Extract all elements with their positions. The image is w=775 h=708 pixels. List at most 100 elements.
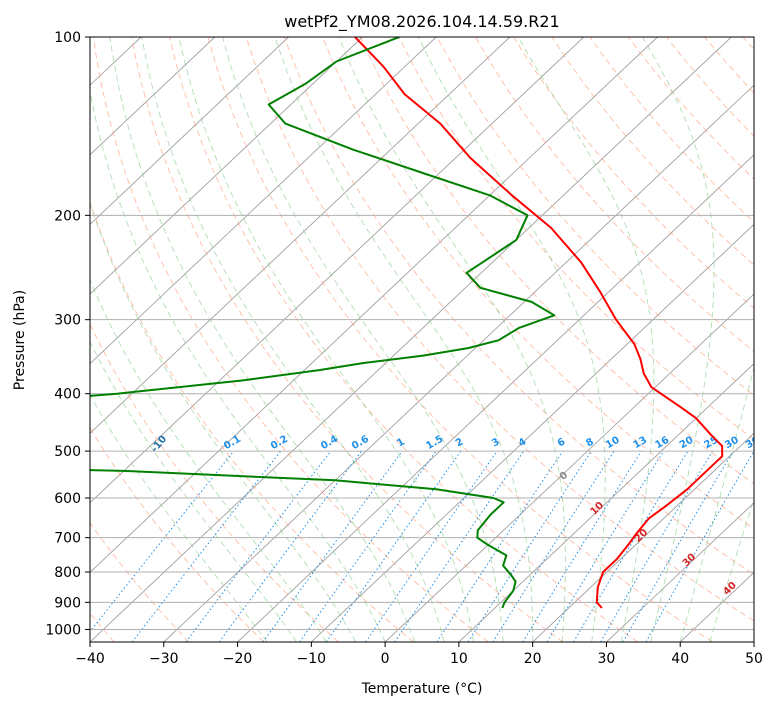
x-axis-label: Temperature (°C) xyxy=(361,681,483,697)
mixing-ratio-label: 2 xyxy=(454,436,466,449)
isotherm-line xyxy=(90,37,511,434)
dry-adiabat-line xyxy=(207,37,713,642)
isotherm-line xyxy=(532,432,754,642)
isotherm-line xyxy=(90,37,437,365)
y-tick-label: 500 xyxy=(54,444,81,460)
x-tick-label: −20 xyxy=(223,651,253,667)
x-tick-label: 10 xyxy=(450,651,468,667)
isotherm-line xyxy=(753,641,754,642)
mixing-ratio-line xyxy=(218,450,363,642)
x-axis-ticks: −40 −30 −20 −10 0 10 20 30 40 50 xyxy=(75,642,763,667)
isotherm-line xyxy=(90,37,216,156)
dry-adiabat-line xyxy=(283,37,754,576)
mixing-ratio-line xyxy=(522,450,642,642)
dry-adiabat-line xyxy=(360,37,754,485)
y-tick-label: 100 xyxy=(54,30,81,46)
isotherm-line xyxy=(163,84,754,642)
sounding-series xyxy=(90,37,724,609)
y-tick-label: 900 xyxy=(54,595,81,611)
moist-adiabat-line xyxy=(642,37,715,642)
moist-adiabat-line xyxy=(679,365,754,642)
mixing-ratio-line xyxy=(299,450,437,642)
y-tick-label: 800 xyxy=(54,565,81,581)
isotherm-line xyxy=(90,37,658,574)
mixing-ratio-line xyxy=(645,450,754,642)
x-tick-label: 0 xyxy=(381,651,390,667)
y-tick-label: 600 xyxy=(54,491,81,507)
y-tick-label: 400 xyxy=(54,387,81,403)
mixing-ratio-label: 3 xyxy=(490,436,502,449)
mixing-ratio-line xyxy=(492,450,615,642)
mixing-ratio-line xyxy=(90,450,235,633)
dry-adiabat-line xyxy=(513,37,754,309)
mixing-ratio-label: 1 xyxy=(395,436,407,449)
dewpoint-series-line xyxy=(90,37,556,609)
moist-adiabat-line xyxy=(338,37,566,642)
dry-adiabat-line xyxy=(322,37,754,530)
y-tick-label: 1000 xyxy=(45,622,81,638)
moist-adiabat-line xyxy=(90,88,386,642)
x-tick-label: 50 xyxy=(745,651,763,667)
background-lines xyxy=(0,37,754,642)
mixing-ratio-line xyxy=(325,450,462,642)
moist-adiabat-line xyxy=(90,340,297,642)
x-tick-label: −30 xyxy=(149,651,179,667)
moist-adiabat-line xyxy=(709,497,754,642)
plot-background xyxy=(90,37,754,642)
y-tick-label: 200 xyxy=(54,208,81,224)
mixing-ratio-line xyxy=(436,450,564,642)
x-tick-label: 30 xyxy=(598,651,616,667)
x-tick-label: 20 xyxy=(524,651,542,667)
mixing-ratio-line xyxy=(546,450,665,642)
moist-adiabat-line xyxy=(90,394,268,642)
moist-adiabat-line xyxy=(222,37,504,642)
pressure-gridlines xyxy=(90,37,754,630)
y-tick-label: 300 xyxy=(54,313,81,329)
isotherm-line xyxy=(458,362,754,642)
mixing-ratio-line xyxy=(467,450,592,642)
moist-adiabat-line xyxy=(274,37,534,642)
y-axis-label: Pressure (hPa) xyxy=(12,290,28,390)
plot-frame xyxy=(89,36,755,643)
moist-adiabat-line xyxy=(90,278,327,642)
isotherm-line xyxy=(0,37,67,642)
mixing-ratio-label: 8 xyxy=(584,436,596,449)
isotherm-line xyxy=(237,154,754,642)
mixing-ratio-label: 4 xyxy=(517,436,529,449)
moist-adiabat-line xyxy=(141,37,445,642)
mixing-ratio-label: 36 xyxy=(744,435,762,452)
dry-adiabat-line xyxy=(169,37,639,642)
dry-adiabat-line xyxy=(90,323,339,642)
x-tick-label: −40 xyxy=(75,651,105,667)
moist-adiabat-line xyxy=(109,37,416,642)
moist-adiabat-line xyxy=(517,37,655,642)
x-tick-label: 40 xyxy=(671,651,689,667)
dry-adiabat-line xyxy=(92,37,489,642)
dry-adiabat-line xyxy=(475,37,754,353)
temperature-series-line xyxy=(354,37,724,609)
isotherm-line xyxy=(606,502,754,642)
mixing-ratio-line xyxy=(365,450,498,642)
dry-adiabat-line xyxy=(130,37,564,642)
dry-adiabat-line xyxy=(245,37,754,622)
y-tick-label: 700 xyxy=(54,531,81,547)
dry-adiabat-line xyxy=(398,37,754,440)
isotherm-line xyxy=(90,37,585,504)
chart-title: wetPf2_YM08.2026.104.14.59.R21 xyxy=(284,12,559,32)
dry-adiabat-label: -30 xyxy=(0,347,7,368)
mixing-ratio-line xyxy=(262,450,403,642)
x-tick-label: −10 xyxy=(297,651,327,667)
dry-adiabat-line xyxy=(436,37,754,396)
isotherm-line xyxy=(90,37,363,295)
isotherm-line xyxy=(90,37,732,642)
mixing-ratio-line xyxy=(185,450,332,642)
dry-adiabat-line xyxy=(90,200,414,642)
isotherm-line xyxy=(384,293,754,642)
y-axis-ticks: 100 200 300 400 500 600 700 800 900 1000 xyxy=(45,30,90,638)
isotherm-line xyxy=(90,37,289,226)
mixing-ratio-label: 6 xyxy=(556,436,568,449)
mixing-ratio-line xyxy=(394,450,525,642)
dry-adiabat-line xyxy=(90,427,265,642)
moist-adiabat-line xyxy=(90,201,356,642)
